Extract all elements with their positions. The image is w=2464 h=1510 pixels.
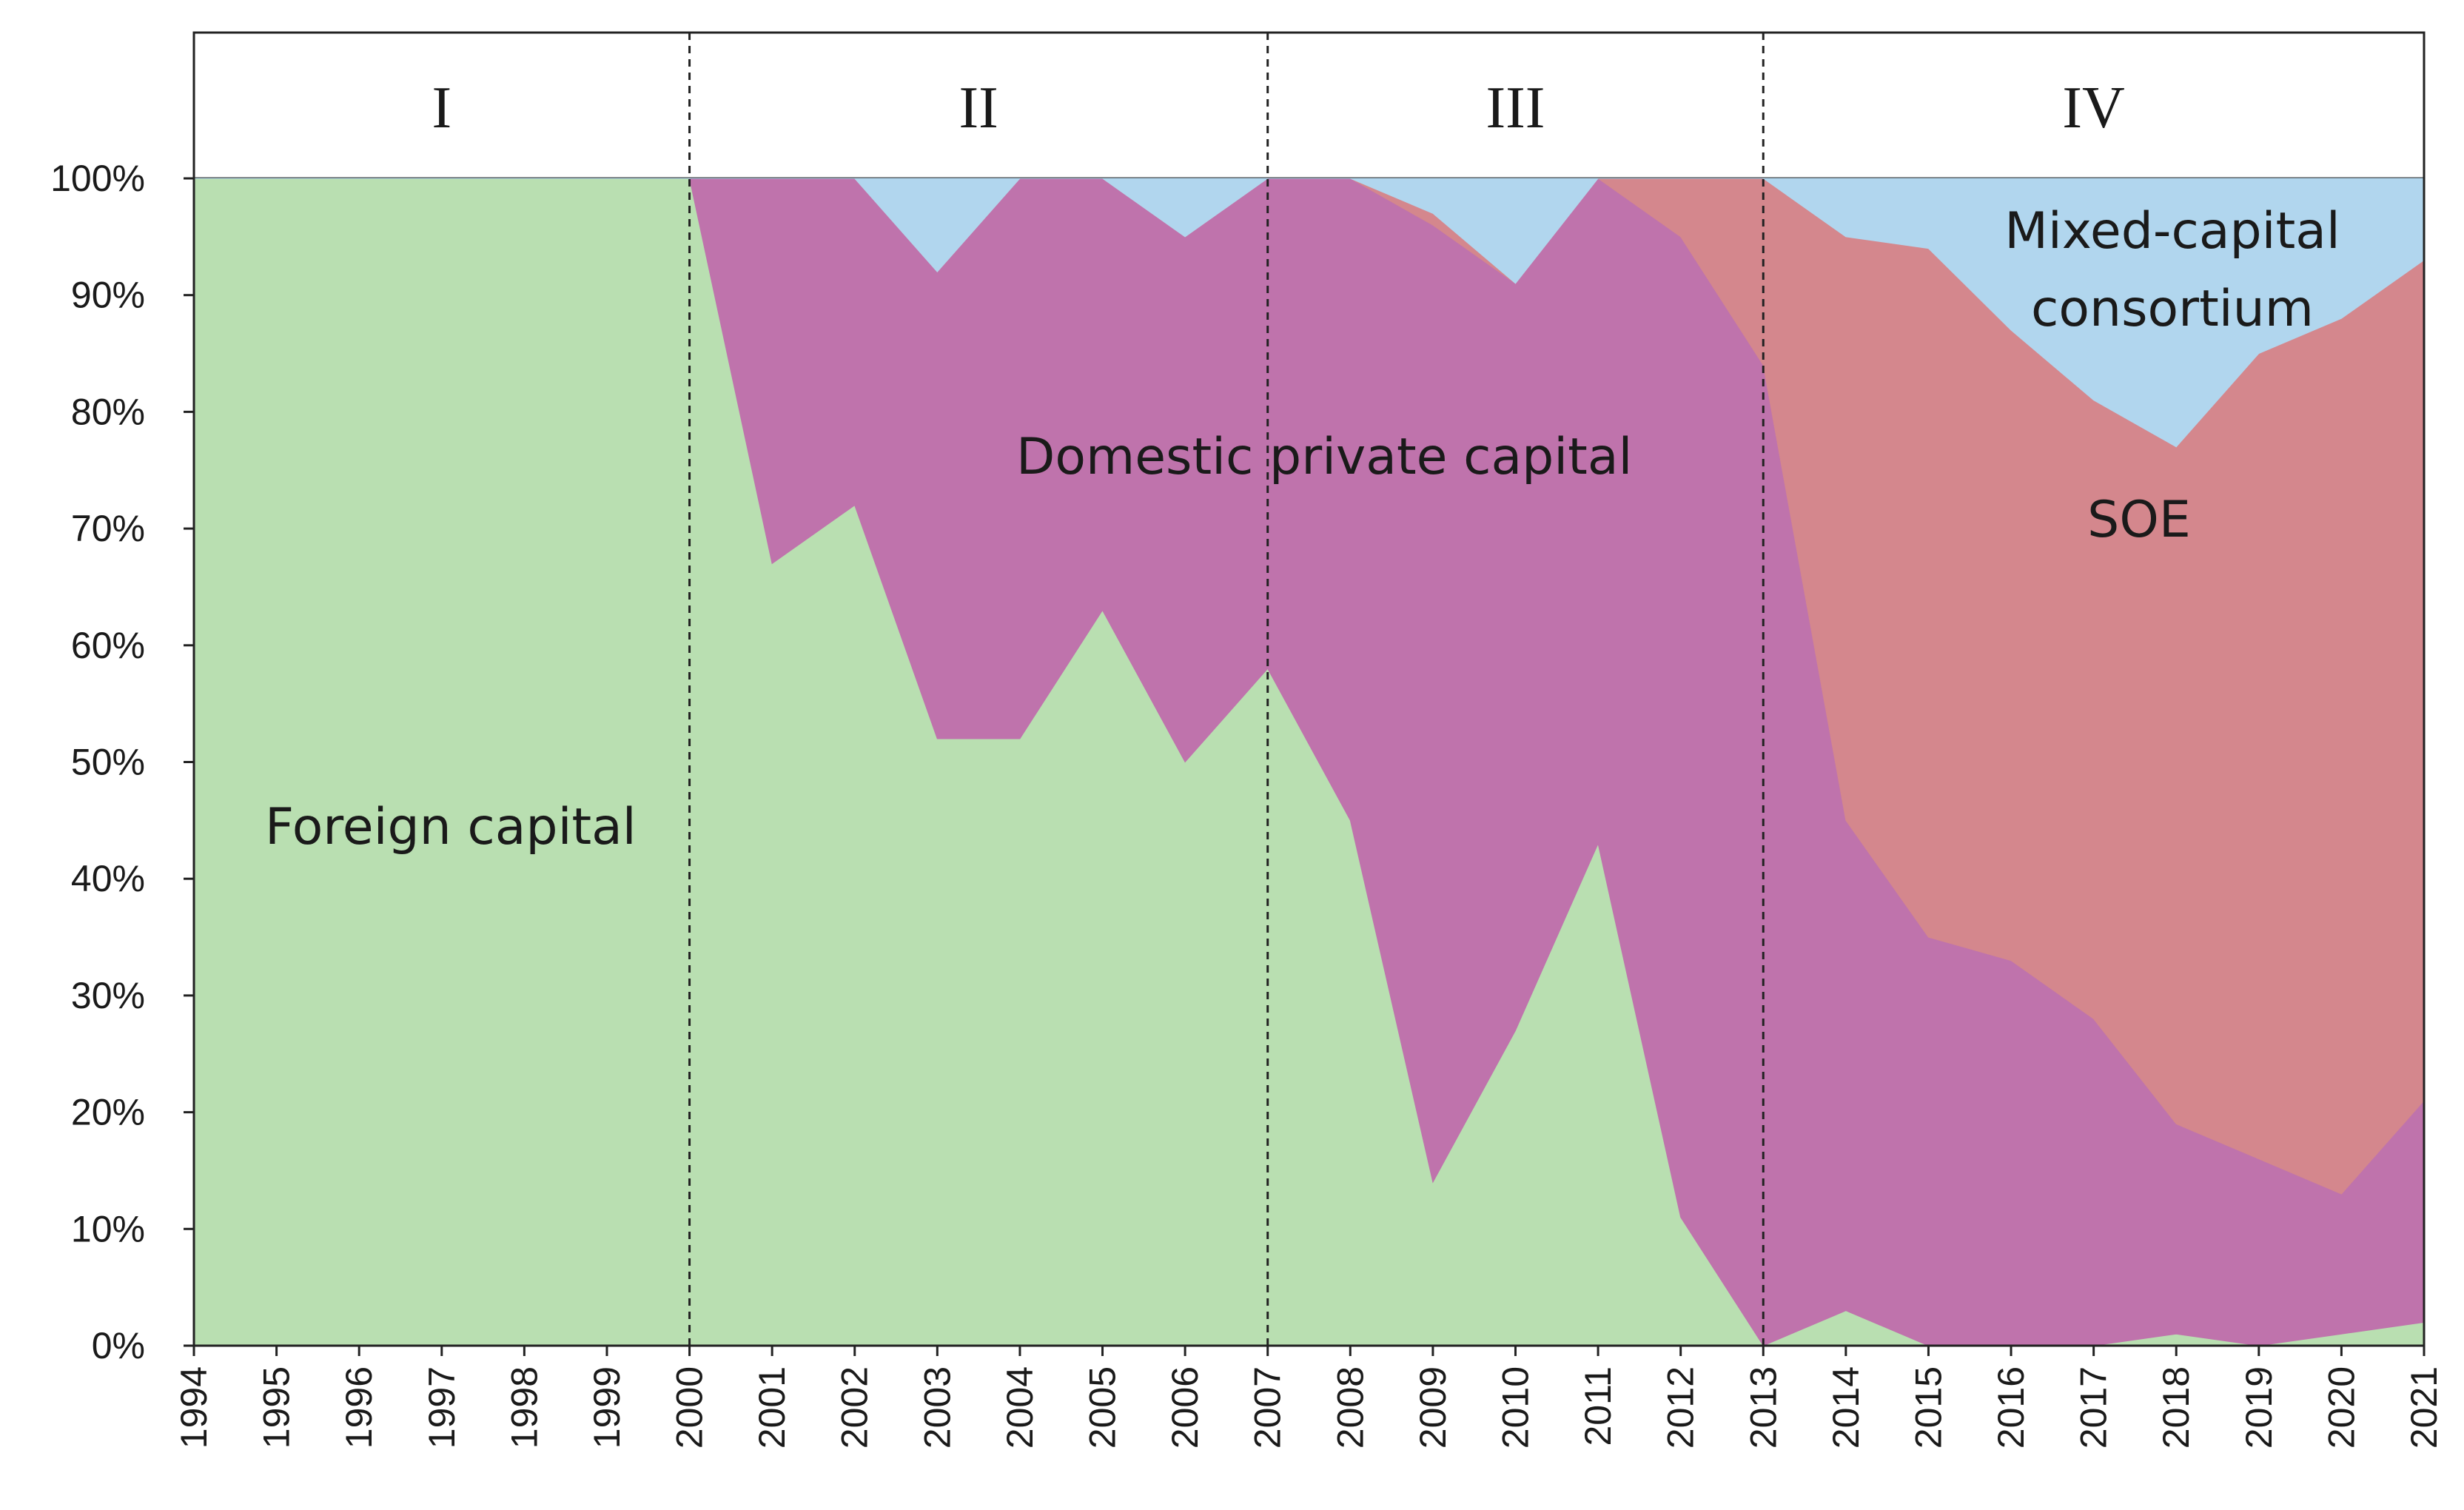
x-tick-label: 1995 — [256, 1366, 298, 1449]
y-tick-label: 100% — [50, 158, 145, 199]
x-tick-label: 2021 — [2403, 1366, 2445, 1449]
x-tick-label: 1998 — [503, 1366, 545, 1449]
y-tick-label: 60% — [71, 625, 145, 666]
x-tick-label: 1999 — [586, 1366, 628, 1449]
x-tick-label: 2003 — [916, 1366, 958, 1449]
x-tick-label: 1997 — [421, 1366, 463, 1449]
series-label-domestic: Domestic private capital — [1016, 428, 1632, 486]
x-tick-label: 2015 — [1907, 1366, 1949, 1449]
phase-header-box — [192, 31, 2426, 180]
phase-label-iv: IV — [2062, 76, 2124, 141]
x-tick-label: 2010 — [1494, 1366, 1536, 1449]
y-tick-label: 20% — [71, 1092, 145, 1133]
y-tick-label: 40% — [71, 858, 145, 899]
x-tick-label: 2018 — [2155, 1366, 2197, 1449]
x-tick-label: 2001 — [751, 1366, 793, 1449]
x-tick-label: 2013 — [1742, 1366, 1784, 1449]
x-tick-label: 2016 — [1990, 1366, 2032, 1449]
phase-label-i: I — [432, 76, 451, 141]
series-label-soe: SOE — [2087, 491, 2191, 549]
x-tick-label: 1996 — [338, 1366, 380, 1449]
x-tick-label: 1994 — [173, 1366, 215, 1449]
phase-labels: I II III IV — [432, 76, 2124, 141]
x-tick-label: 2011 — [1577, 1366, 1619, 1446]
y-tick-label: 0% — [92, 1325, 145, 1366]
y-tick-label: 80% — [71, 391, 145, 432]
x-tick-label: 2008 — [1329, 1366, 1371, 1449]
series-label-foreign: Foreign capital — [265, 798, 637, 856]
x-tick-label: 2014 — [1825, 1366, 1867, 1449]
x-tick-label: 2007 — [1247, 1366, 1289, 1449]
y-tick-label: 10% — [71, 1208, 145, 1249]
y-tick-label: 30% — [71, 975, 145, 1016]
phase-label-ii: II — [959, 76, 998, 141]
x-tick-label: 2002 — [834, 1366, 876, 1449]
x-tick-label: 2019 — [2238, 1366, 2280, 1449]
x-tick-label: 2020 — [2320, 1366, 2362, 1449]
y-tick-label: 90% — [71, 275, 145, 316]
x-tick-label: 2009 — [1412, 1366, 1454, 1449]
x-tick-label: 2004 — [999, 1366, 1041, 1449]
x-tick-label: 2012 — [1660, 1366, 1702, 1449]
x-tick-label: 2017 — [2073, 1366, 2115, 1449]
phase-dividers — [688, 33, 1765, 1346]
y-tick-label: 50% — [71, 742, 145, 783]
x-tick-label: 2000 — [669, 1366, 711, 1449]
x-tick-label: 2005 — [1082, 1366, 1124, 1449]
y-tick-label: 70% — [71, 508, 145, 549]
series-label-mixed-line1: Mixed-capital — [2004, 202, 2340, 261]
axes: 0% 10% 20% 30% 40% 50% 60% 70% 80% 90% 100% 1994 199… — [50, 33, 2445, 1449]
x-tick-label: 2006 — [1164, 1366, 1206, 1449]
series-label-mixed-line2: consortium — [2031, 280, 2314, 338]
phase-label-iii: III — [1486, 76, 1545, 141]
stacked-areas — [193, 178, 2425, 1346]
